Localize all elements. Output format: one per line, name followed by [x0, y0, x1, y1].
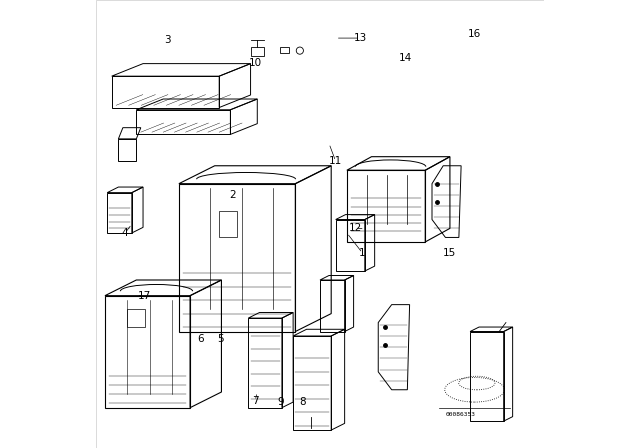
Text: 8: 8	[300, 397, 307, 407]
Text: 2: 2	[229, 190, 236, 200]
Text: 00086353: 00086353	[445, 412, 476, 417]
Text: 5: 5	[217, 334, 223, 344]
Text: 6: 6	[197, 334, 204, 344]
Text: 10: 10	[248, 58, 262, 68]
Text: 1: 1	[359, 248, 366, 258]
Text: 12: 12	[348, 224, 362, 233]
Text: 11: 11	[329, 156, 342, 166]
Text: 9: 9	[278, 397, 284, 407]
Text: 17: 17	[138, 291, 151, 301]
Text: 3: 3	[164, 35, 171, 45]
Text: 13: 13	[354, 33, 367, 43]
Text: 4: 4	[122, 228, 129, 238]
Text: 15: 15	[444, 248, 456, 258]
Text: 14: 14	[399, 53, 412, 63]
Text: 7: 7	[252, 396, 259, 406]
Text: 16: 16	[468, 29, 481, 39]
